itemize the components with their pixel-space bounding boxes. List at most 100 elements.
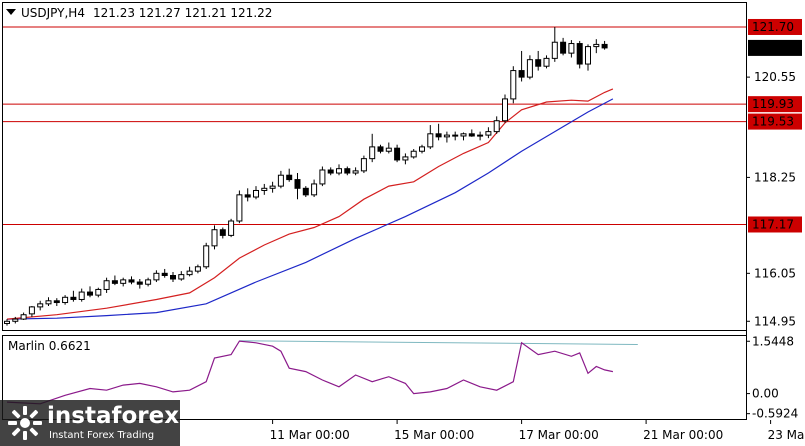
candle-body-59 <box>493 120 500 133</box>
current-price-bg <box>748 39 802 56</box>
candle-body-1 <box>12 318 19 322</box>
candle-body-16 <box>136 281 143 285</box>
candle-body-65 <box>543 57 550 67</box>
price-axis-group: 114.95 116.05 118.25 120.55 <box>746 70 796 328</box>
candle-body-18 <box>153 272 160 281</box>
current-price-label: 121.22 <box>752 41 794 55</box>
candle-body-19 <box>161 272 168 277</box>
levels-group <box>3 26 746 225</box>
slow-ma-line <box>6 98 614 320</box>
candle-body-43 <box>360 158 367 172</box>
candle-body-42 <box>352 170 359 174</box>
candle-body-40 <box>336 168 342 174</box>
level-label-bg-1 <box>748 96 802 113</box>
candle-body-53 <box>443 134 450 138</box>
candle-body-45 <box>377 146 384 152</box>
candle-body-33 <box>277 174 284 187</box>
candle-body-17 <box>145 279 152 285</box>
level-label-3: 117.17 <box>752 217 794 231</box>
candle-body-47 <box>394 147 401 161</box>
time-axis-group: 11 Mar 00:00 15 Mar 00:00 17 Mar 00:00 21 M… <box>270 420 805 442</box>
time-tick-label-3: 21 Mar 00:00 <box>643 428 723 442</box>
indicator-name-label: Marlin 0.6621 <box>8 339 91 353</box>
price-tick-label-0: 114.95 <box>754 314 796 328</box>
candle-body-3 <box>28 306 35 315</box>
candle-body-35 <box>294 179 301 189</box>
candle-body-36 <box>302 187 309 196</box>
marlin-line <box>6 340 614 405</box>
candle-body-24 <box>203 245 210 268</box>
candle-body-67 <box>560 41 567 54</box>
marlin-scale-label-1: 0.00 <box>752 387 779 401</box>
candle-body-23 <box>194 266 201 272</box>
candle-body-69 <box>576 43 583 65</box>
chart-symbol-label: USDJPY,H4 <box>21 6 85 20</box>
chart-ohlc-values: 121.23 121.27 121.21 121.22 <box>93 6 272 20</box>
candle-body-60 <box>502 98 508 122</box>
time-tick-label-2: 17 Mar 00:00 <box>519 428 599 442</box>
price-tick-label-1: 116.05 <box>754 266 796 280</box>
candle-body-70 <box>585 46 591 65</box>
level-label-bg-0 <box>748 18 802 35</box>
level-label-2: 119.53 <box>752 115 794 129</box>
candle-body-28 <box>236 194 243 222</box>
candle-body-9 <box>78 291 85 300</box>
candles-group <box>4 26 608 326</box>
time-tick-label-0: 11 Mar 00:00 <box>270 428 350 442</box>
candle-body-55 <box>460 133 467 137</box>
candle-body-56 <box>468 133 475 137</box>
candle-body-12 <box>103 280 110 290</box>
level-label-0: 121.70 <box>752 20 794 34</box>
candle-body-22 <box>186 270 193 276</box>
price-tick-label-2: 118.25 <box>754 170 796 184</box>
candle-body-68 <box>568 43 575 54</box>
candle-body-71 <box>593 43 600 48</box>
level-label-1: 119.93 <box>752 97 794 111</box>
instaforex-logo-icon <box>8 406 42 440</box>
candle-body-54 <box>452 134 459 137</box>
time-tick-label-4: 23 Mar 00:00 <box>768 428 805 442</box>
candle-body-27 <box>228 220 235 236</box>
candle-body-34 <box>286 174 293 181</box>
candle-body-20 <box>170 275 176 280</box>
candle-body-61 <box>510 70 517 100</box>
fast-ma-line <box>6 88 614 320</box>
candle-body-29 <box>244 194 251 198</box>
candle-body-0 <box>4 320 10 324</box>
candle-body-26 <box>219 229 226 236</box>
candle-body-21 <box>178 274 185 280</box>
candle-body-5 <box>45 300 52 305</box>
time-tick-label-1: 15 Mar 00:00 <box>394 428 474 442</box>
candle-body-25 <box>211 229 218 247</box>
fast-ma-group <box>6 88 614 320</box>
candle-body-13 <box>111 280 118 284</box>
candle-body-2 <box>20 314 27 320</box>
price-tick-label-3: 120.55 <box>754 70 796 84</box>
candle-body-10 <box>87 291 93 296</box>
candle-body-8 <box>70 296 77 300</box>
candle-body-30 <box>253 189 259 198</box>
candle-body-4 <box>37 303 44 308</box>
level-label-bg-3 <box>748 216 802 233</box>
watermark-brand-name: instaforex <box>47 403 180 429</box>
marlin-reference-line <box>239 340 638 345</box>
candle-body-7 <box>62 296 69 304</box>
candle-body-48 <box>402 156 409 161</box>
marlin-scale-label-2: -0.5924 <box>752 407 798 421</box>
candle-body-46 <box>385 147 392 152</box>
candle-body-6 <box>53 300 60 304</box>
candle-body-62 <box>518 70 525 78</box>
candle-body-72 <box>601 43 608 49</box>
candle-body-39 <box>327 169 334 174</box>
candle-body-14 <box>120 279 127 284</box>
candle-body-49 <box>410 150 417 158</box>
candle-body-63 <box>526 59 533 78</box>
candle-body-41 <box>344 168 351 174</box>
chart-menu-arrow-icon[interactable] <box>6 9 16 15</box>
candle-body-58 <box>485 131 492 136</box>
candle-body-32 <box>269 185 276 189</box>
candle-body-38 <box>319 169 326 185</box>
candle-body-51 <box>427 133 434 148</box>
